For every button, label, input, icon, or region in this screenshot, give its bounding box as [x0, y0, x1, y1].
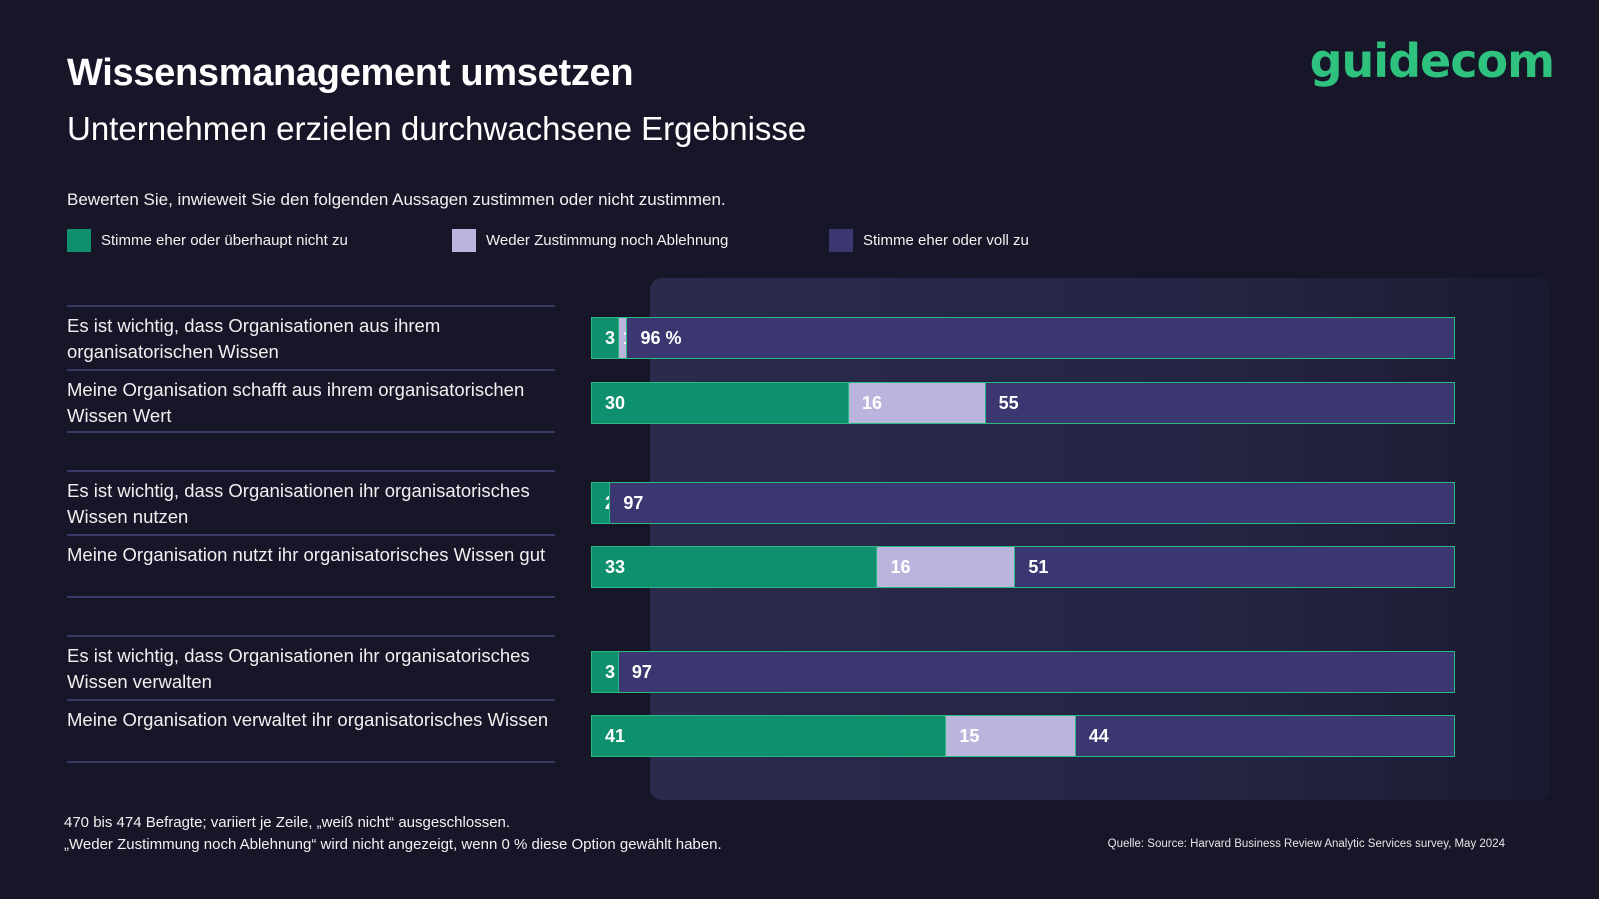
data-label-agree-row-6: 44 [1088, 725, 1109, 746]
chart-panel [650, 278, 1550, 800]
data-label-disagree-row-6: 41 [605, 725, 626, 746]
bar-segment-disagree-row-2: 30 [592, 383, 849, 423]
legend-label-disagree: Stimme eher oder überhaupt nicht zu [101, 231, 348, 249]
bar-row-4: 33 16 51 [591, 546, 1455, 588]
bar-segment-disagree-row-4: 33 [592, 547, 877, 587]
bar-segment-neutral-row-1: 1 % [617, 318, 654, 358]
chart-subtitle: Unternehmen erzielen durchwachsene Ergeb… [67, 110, 807, 147]
row-label-4: Meine Organisation nutzt ihr organisator… [67, 534, 555, 598]
legend-swatch-agree [829, 228, 853, 252]
data-label-neutral-row-4: 16 [890, 556, 911, 577]
legend-swatch-disagree [67, 228, 91, 252]
bar-row-6: 41 15 44 [591, 715, 1455, 757]
row-label-3: Es ist wichtig, dass Organisationen ihr … [67, 470, 555, 534]
legend-item-neutral: Weder Zustimmung noch Ablehnung [452, 228, 728, 252]
bar-segment-agree-row-3: 97 [609, 483, 1454, 523]
bar-segment-agree-row-5: 97 [617, 652, 1454, 692]
legend-item-disagree: Stimme eher oder überhaupt nicht zu [67, 228, 348, 252]
guidecom-logo: guidecom [1309, 34, 1555, 88]
bar-segment-agree-row-4: 51 [1014, 547, 1454, 587]
footnote: 470 bis 474 Befragte; variiert je Zeile,… [64, 812, 722, 856]
bar-row-1: 3 %1 %96 % [591, 317, 1455, 359]
data-label-agree-row-1: 96 % [640, 327, 682, 348]
bar-row-3: 2 97 [591, 482, 1455, 524]
data-label-agree-row-5: 97 [631, 661, 652, 682]
legend-item-agree: Stimme eher oder voll zu [829, 228, 1029, 252]
bar-segment-neutral-row-6: 15 [945, 716, 1075, 756]
row-label-5: Es ist wichtig, dass Organisationen ihr … [67, 635, 555, 699]
data-label-agree-row-2: 55 [998, 392, 1019, 413]
bar-segment-disagree-row-1: 3 % [592, 318, 636, 358]
bar-segment-agree-row-2: 55 [984, 383, 1454, 423]
data-label-agree-row-3: 97 [623, 492, 644, 513]
data-label-agree-row-4: 51 [1028, 556, 1049, 577]
data-label-disagree-row-2: 30 [605, 392, 626, 413]
data-label-disagree-row-5: 3 [605, 661, 616, 682]
legend-swatch-neutral [452, 228, 476, 252]
legend-label-agree: Stimme eher oder voll zu [863, 231, 1029, 249]
bar-segment-neutral-row-4: 16 [876, 547, 1015, 587]
row-label-1: Es ist wichtig, dass Organisationen aus … [67, 305, 555, 369]
bar-row-2: 30 16 55 [591, 382, 1455, 424]
data-label-neutral-row-2: 16 [862, 392, 883, 413]
bar-segment-neutral-row-2: 16 [848, 383, 985, 423]
legend-label-neutral: Weder Zustimmung noch Ablehnung [486, 231, 729, 249]
bar-segment-disagree-row-6: 41 [592, 716, 946, 756]
bar-segment-agree-row-1: 96 % [626, 318, 1454, 358]
bar-row-5: 3 97 [591, 651, 1455, 693]
bar-segment-disagree-row-3: 2 [592, 483, 615, 523]
row-label-6: Meine Organisation verwaltet ihr organis… [67, 699, 555, 763]
source-note: Quelle: Source: Harvard Business Review … [1107, 838, 1505, 850]
chart-title: Wissensmanagement umsetzen [67, 52, 634, 94]
bar-segment-agree-row-6: 44 [1074, 716, 1454, 756]
data-label-neutral-row-6: 15 [959, 725, 980, 746]
footnote-line-1: 470 bis 474 Befragte; variiert je Zeile,… [64, 814, 511, 831]
data-label-disagree-row-4: 33 [605, 556, 626, 577]
bar-segment-disagree-row-5: 3 [592, 652, 618, 692]
row-label-2: Meine Organisation schafft aus ihrem org… [67, 369, 555, 433]
footnote-line-2: „Weder Zustimmung noch Ablehnung“ wird n… [64, 836, 722, 853]
survey-question: Bewerten Sie, inwieweit Sie den folgende… [67, 190, 726, 209]
